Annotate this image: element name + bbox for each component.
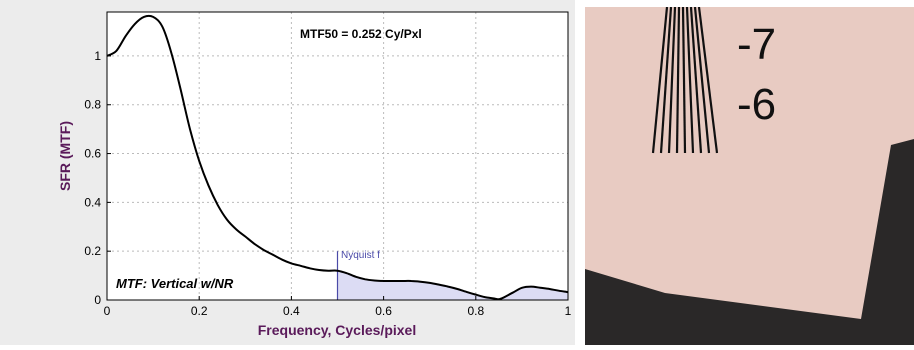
x-tick-label: 0	[104, 304, 111, 318]
data-point	[162, 26, 163, 27]
data-point	[171, 53, 172, 54]
data-point	[282, 259, 283, 260]
nyquist-region	[336, 251, 568, 300]
data-point	[485, 297, 486, 298]
nyquist-label: Nyquist f	[341, 250, 380, 261]
data-point	[494, 298, 495, 299]
data-point	[153, 16, 154, 17]
data-point	[190, 129, 191, 130]
data-point	[448, 286, 449, 287]
data-point	[337, 270, 338, 271]
nyquist-fill	[337, 270, 568, 300]
slanted-edge-photo: -7 -6	[585, 6, 914, 345]
data-point	[420, 281, 421, 282]
data-point	[355, 276, 356, 277]
data-point	[558, 290, 559, 291]
data-point	[273, 254, 274, 255]
data-point	[512, 292, 513, 293]
y-tick-label: 0.4	[84, 195, 101, 209]
y-tick-label: 0.6	[84, 147, 101, 161]
y-tick-label: 0.2	[84, 244, 101, 258]
x-tick-label: 0.6	[375, 304, 392, 318]
data-point	[319, 270, 320, 271]
data-point	[466, 291, 467, 292]
curve-label-annotation: MTF: Vertical w/NR	[116, 276, 234, 291]
data-point	[429, 282, 430, 283]
data-point	[208, 185, 209, 186]
x-tick-label: 0.4	[283, 304, 300, 318]
wedge-lines	[651, 6, 719, 154]
data-point	[346, 273, 347, 274]
data-point	[245, 236, 246, 237]
data-point	[263, 250, 264, 251]
test-card	[585, 7, 914, 319]
plot-frame	[106, 11, 569, 301]
data-point	[217, 204, 218, 205]
data-point	[383, 281, 384, 282]
data-point	[309, 268, 310, 269]
data-point	[475, 294, 476, 295]
axis-ticks: 0 0.2 0.4 0.6 0.8 1 0 0.2 0.4 0.6 0.8 1	[84, 49, 571, 318]
data-point	[236, 229, 237, 230]
mtf-curve-layer	[106, 14, 569, 301]
data-point	[549, 289, 550, 290]
x-tick-label: 1	[565, 304, 572, 318]
data-point	[125, 36, 126, 37]
y-tick-label: 0.8	[84, 98, 101, 112]
mtf50-annotation: MTF50 = 0.252 Cy/Pxl	[300, 27, 422, 41]
data-point	[143, 16, 144, 17]
data-point	[392, 281, 393, 282]
y-tick-label: 1	[94, 49, 101, 63]
data-point	[365, 279, 366, 280]
data-point	[540, 287, 541, 288]
data-point	[411, 281, 412, 282]
y-tick-label: 0	[94, 293, 101, 307]
y-axis-label: SFR (MTF)	[57, 121, 73, 191]
data-point	[254, 243, 255, 244]
data-point	[199, 160, 200, 161]
x-tick-label: 0.2	[191, 304, 208, 318]
data-point	[180, 90, 181, 91]
data-point	[134, 24, 135, 25]
data-point	[503, 297, 504, 298]
mtf-chart-panel: 0 0.2 0.4 0.6 0.8 1 0 0.2 0.4 0.6 0.8 1 MTF50 = 0.2…	[0, 0, 575, 345]
data-point	[291, 263, 292, 264]
scale-label-7: -7	[737, 20, 776, 69]
scale-label-6: -6	[737, 80, 776, 129]
data-point	[116, 51, 117, 52]
data-point	[226, 219, 227, 220]
data-point	[531, 286, 532, 287]
data-point	[438, 284, 439, 285]
data-point	[328, 270, 329, 271]
x-tick-label: 0.8	[467, 304, 484, 318]
data-point	[374, 280, 375, 281]
data-point	[457, 289, 458, 290]
x-axis-label: Frequency, Cycles/pixel	[258, 322, 416, 338]
mtf-chart: 0 0.2 0.4 0.6 0.8 1 0 0.2 0.4 0.6 0.8 1 MTF50 = 0.2…	[57, 11, 572, 338]
data-point	[402, 281, 403, 282]
data-point	[300, 265, 301, 266]
data-point	[521, 287, 522, 288]
mtf-curve	[106, 14, 569, 301]
